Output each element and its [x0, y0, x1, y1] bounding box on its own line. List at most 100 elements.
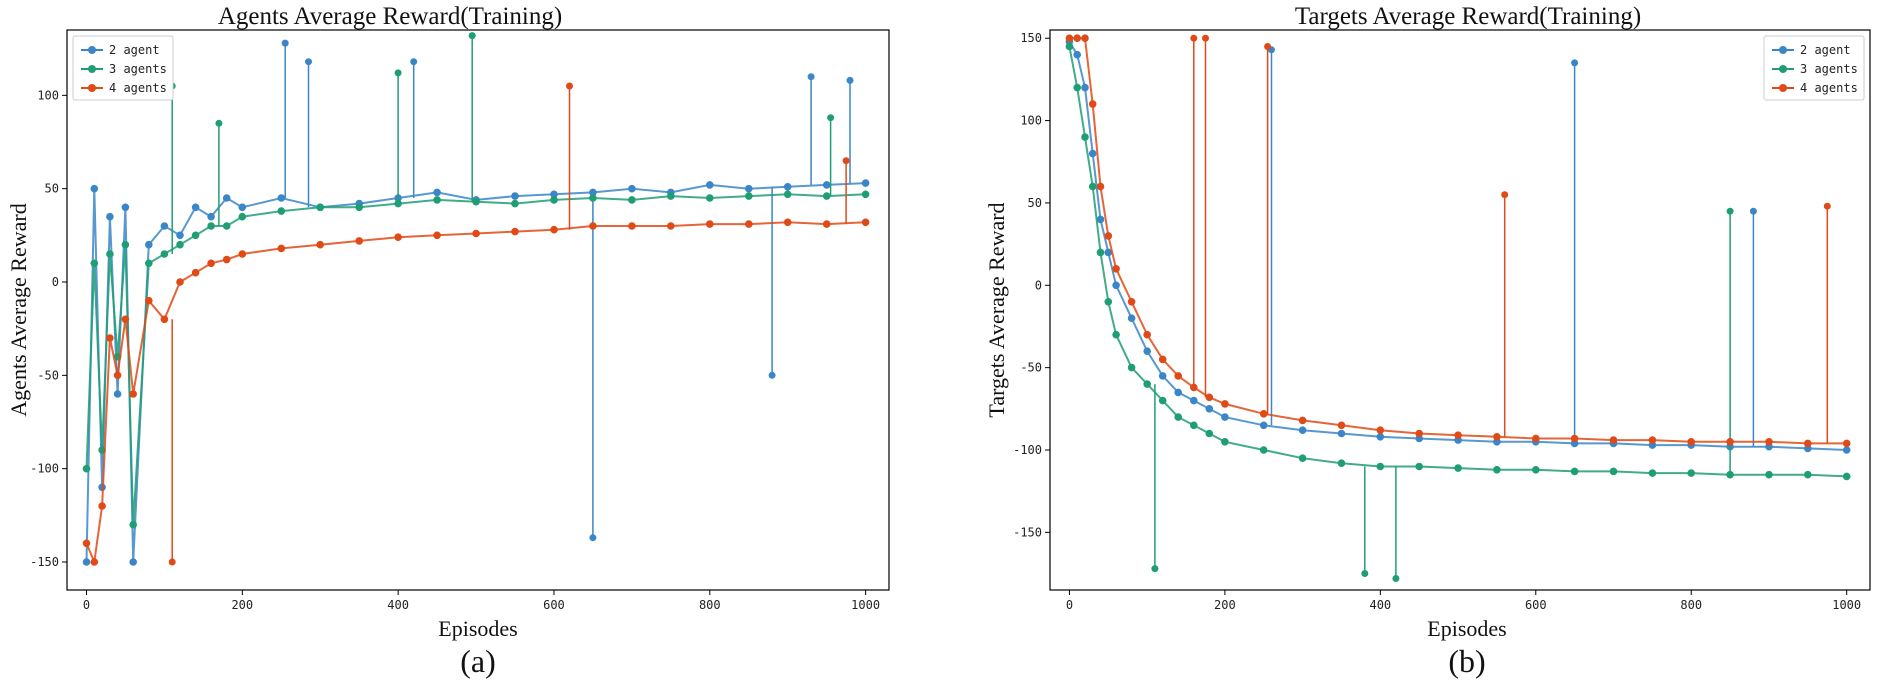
data-point: [1127, 363, 1136, 372]
data-point: [783, 183, 792, 191]
data-point: [1804, 439, 1812, 448]
data-point: [1454, 464, 1462, 472]
series-3-agents: [82, 32, 870, 529]
data-point: [822, 192, 831, 200]
data-point: [744, 192, 753, 200]
x-tick-label: 600: [543, 598, 565, 612]
series-line: [85, 182, 866, 563]
data-point: [433, 188, 441, 197]
spike-point: [846, 76, 854, 84]
data-point: [589, 194, 597, 202]
data-point: [861, 190, 870, 199]
data-point: [1376, 432, 1385, 441]
x-tick-label: 800: [1680, 598, 1702, 612]
data-point: [277, 207, 286, 215]
data-point: [783, 218, 792, 227]
spike-point: [305, 58, 312, 66]
data-point: [1609, 467, 1618, 476]
spike-point: [1501, 191, 1509, 199]
spike-point: [1571, 59, 1579, 67]
data-point: [207, 212, 215, 221]
data-point: [1073, 34, 1081, 43]
data-point: [98, 502, 106, 510]
panel-a-x-axis-label: Episodes: [438, 616, 517, 641]
x-tick-label: 1000: [851, 598, 880, 612]
data-point: [511, 192, 519, 200]
legend-box: [1763, 35, 1865, 101]
series-4-agents: [82, 82, 870, 566]
data-point: [705, 220, 714, 228]
data-point: [1648, 469, 1657, 477]
data-point: [176, 240, 184, 249]
spike-point: [1151, 565, 1159, 573]
data-point: [1609, 436, 1618, 444]
data-point: [1842, 446, 1851, 454]
data-point: [106, 250, 114, 258]
panel-a-y-axis-label: Agents Average Reward: [6, 203, 31, 416]
data-point: [277, 244, 286, 253]
data-point: [666, 222, 675, 230]
data-point: [1112, 264, 1120, 273]
panel-a: Agents Average Reward(Training) 0 200 400 6…: [6, 3, 890, 679]
data-point: [121, 203, 130, 212]
spike-point: [1202, 34, 1209, 42]
data-point: [129, 520, 137, 529]
spike-point: [1392, 575, 1400, 582]
data-point: [145, 296, 153, 305]
data-point: [1081, 83, 1089, 92]
data-point: [1143, 380, 1151, 388]
data-point: [511, 199, 519, 208]
data-point: [822, 181, 831, 189]
data-point: [1298, 454, 1307, 463]
panel-b-x-axis-label: Episodes: [1427, 616, 1506, 641]
spike-point: [807, 73, 815, 81]
data-point: [1081, 133, 1089, 141]
data-point: [82, 539, 91, 548]
legend-swatch-marker: [88, 46, 96, 54]
data-point: [82, 558, 91, 566]
data-point: [744, 184, 753, 193]
data-point: [1096, 182, 1105, 191]
data-point: [238, 250, 247, 258]
panel-b-ticks-layer: 0 200 400 600 800 1000 -150 -100 -50 0 50 100 150: [1013, 31, 1861, 612]
data-point: [1298, 416, 1307, 425]
data-point: [744, 220, 753, 228]
data-point: [1259, 409, 1268, 418]
data-point: [1143, 330, 1151, 339]
data-point: [1259, 446, 1268, 454]
x-tick-label: 200: [231, 598, 253, 612]
data-point: [1190, 396, 1198, 405]
y-tick-label: 100: [37, 88, 59, 102]
data-point: [176, 231, 184, 240]
legend-swatch-marker: [88, 84, 96, 92]
spike-point: [281, 39, 289, 47]
data-point: [1337, 421, 1346, 430]
data-point: [705, 194, 714, 202]
data-point: [1570, 434, 1579, 443]
data-point: [121, 240, 130, 249]
data-point: [113, 371, 122, 380]
data-point: [355, 203, 364, 212]
x-tick-label: 200: [1214, 598, 1236, 612]
data-point: [1221, 413, 1229, 421]
data-point: [1073, 50, 1081, 59]
series-line: [1068, 40, 1847, 451]
data-point: [355, 237, 364, 245]
panel-a-legend: 2 agent 3 agents 4 agents: [72, 35, 174, 101]
data-point: [222, 255, 231, 264]
data-point: [1065, 42, 1074, 51]
data-point: [1158, 396, 1167, 405]
y-tick-label: 0: [1035, 278, 1042, 292]
data-point: [1376, 426, 1385, 435]
data-point: [1073, 83, 1081, 92]
spike-point: [827, 114, 835, 122]
panel-b-series-layer: [1065, 34, 1851, 582]
data-point: [191, 268, 200, 277]
x-tick-label: 0: [1066, 598, 1073, 612]
spike-point: [842, 157, 850, 165]
data-point: [1096, 215, 1105, 224]
data-point: [705, 181, 714, 189]
data-point: [1687, 437, 1695, 446]
x-tick-label: 600: [1525, 598, 1547, 612]
data-point: [1096, 248, 1105, 257]
